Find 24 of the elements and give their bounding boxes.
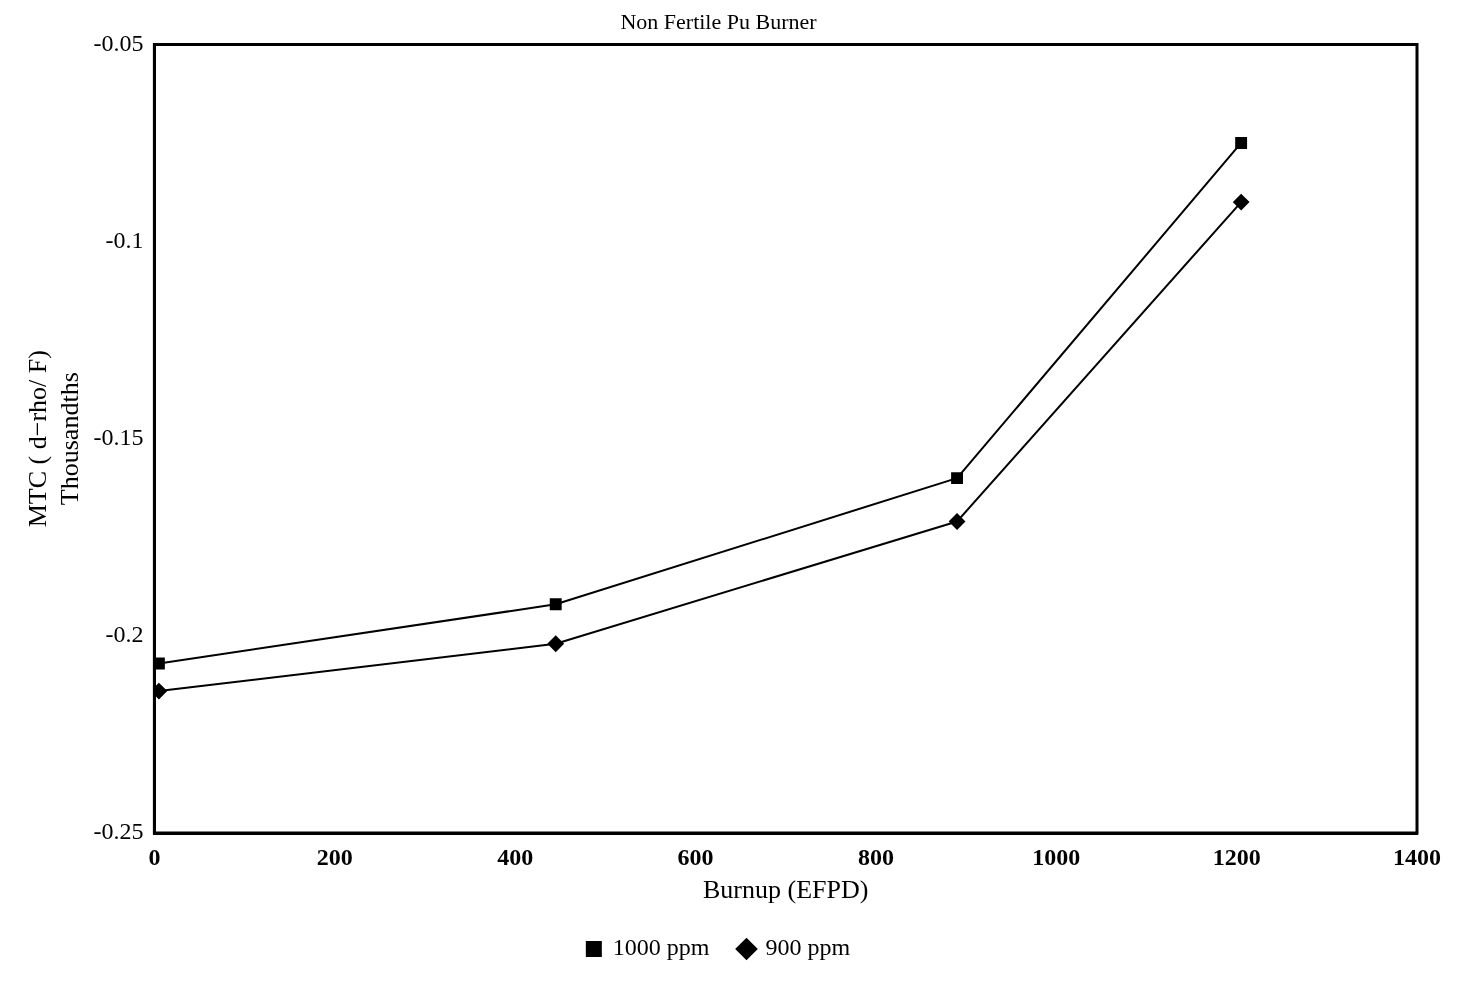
x-tick-label: 800 <box>857 843 894 870</box>
x-tick-label: 600 <box>677 843 714 870</box>
y-tick-label: -0.25 <box>93 818 144 845</box>
point <box>949 513 966 530</box>
y-axis-title: MTC ( d−rho/ F) Thousandths <box>23 350 84 528</box>
point <box>547 635 564 652</box>
x-tick-label: 1200 <box>1212 843 1261 870</box>
point <box>951 472 963 485</box>
y-tick-label: -0.2 <box>105 621 144 648</box>
legend-label: 900 ppm <box>765 934 851 961</box>
chart-title: Non Fertile Pu Burner <box>620 8 818 34</box>
x-tick-label: 0 <box>148 843 161 870</box>
y-tick-label: -0.1 <box>105 226 144 253</box>
x-tick-label: 1000 <box>1032 843 1081 870</box>
y-tick-label: -0.15 <box>93 424 144 450</box>
point <box>1235 137 1248 149</box>
x-axis-title: Burnup (EFPD) <box>702 875 869 905</box>
x-tick-label: 200 <box>316 843 353 870</box>
x-tick-label: 400 <box>497 843 534 870</box>
y-tick-label: -0.05 <box>93 29 144 56</box>
legend-label: 1000 ppm <box>612 934 710 961</box>
point <box>1233 194 1250 211</box>
x-tick-label: 1400 <box>1393 843 1441 870</box>
point <box>549 598 562 611</box>
